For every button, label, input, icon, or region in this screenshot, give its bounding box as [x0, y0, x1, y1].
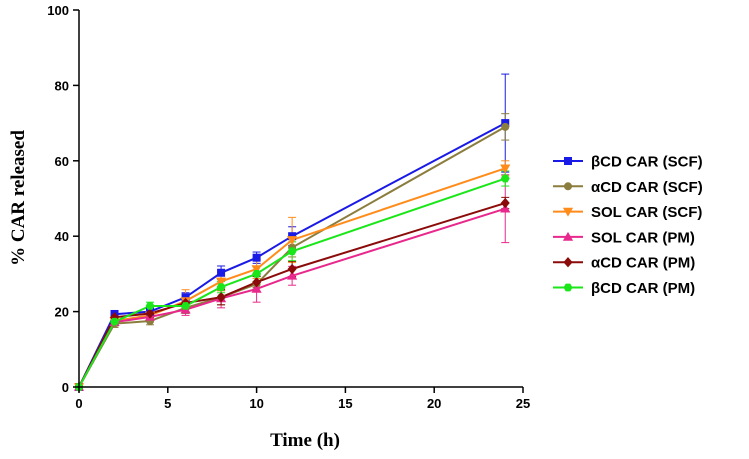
x-tick-label: 0 [75, 396, 82, 411]
data-point-sol-car-scf [215, 277, 227, 287]
y-tick-label: 80 [55, 78, 69, 93]
legend-label: βCD CAR (SCF) [591, 154, 703, 171]
series-line-cd-car-scf [78, 122, 506, 388]
x-tick-label: 20 [427, 396, 441, 411]
x-tick-label: 15 [338, 396, 352, 411]
data-point-cd-car-pm [181, 302, 191, 310]
data-point-cd-car-pm [145, 302, 155, 310]
series-line-cd-car-pm [78, 202, 506, 388]
x-tick-label: 25 [516, 396, 530, 411]
legend-item-cd-car-scf: βCD CAR (SCF) [553, 154, 703, 171]
data-point-sol-car-pm [251, 283, 262, 293]
legend-marker [563, 256, 573, 268]
error-bars [110, 73, 510, 328]
x-tick-label: 10 [249, 396, 263, 411]
legend: βCD CAR (SCF) αCD CAR (SCF) SOL CAR (SCF) S… [553, 154, 703, 297]
legend-item-sol-car-pm: SOL CAR (PM) [553, 229, 695, 246]
y-tick-label: 20 [55, 305, 69, 320]
data-point-sol-car-pm [500, 203, 511, 213]
x-ticks: 0 5 10 15 20 25 [75, 387, 530, 411]
series-lines [78, 122, 506, 388]
legend-label: αCD CAR (SCF) [591, 179, 703, 196]
legend-marker [564, 182, 573, 191]
legend-item-cd-car-pm: βCD CAR (PM) [553, 280, 695, 297]
y-tick-label: 40 [55, 229, 69, 244]
series-line-sol-car-pm [78, 207, 506, 388]
legend-item-sol-car-scf: SOL CAR (SCF) [553, 204, 702, 221]
data-point-cd-car-pm [216, 292, 226, 303]
plot-area [73, 73, 511, 393]
data-point-cd-car-pm [252, 276, 262, 288]
data-point-cd-car-pm [287, 247, 297, 256]
data-point-cd-car-pm [252, 270, 262, 278]
y-tick-label: 100 [47, 3, 69, 18]
data-point-sol-car-scf [500, 164, 511, 174]
y-ticks: 0 20 40 60 80 100 [47, 3, 79, 395]
series-line-cd-car-scf [78, 125, 506, 388]
data-point-cd-car-pm [216, 283, 226, 291]
y-axis-title: % CAR released [8, 130, 29, 266]
data-point-cd-car-pm [500, 197, 510, 209]
data-point-cd-car-pm [500, 174, 510, 183]
legend-marker [563, 283, 573, 292]
data-point-sol-car-scf [251, 265, 262, 274]
data-point-cd-car-scf [501, 122, 510, 131]
legend-label: SOL CAR (PM) [591, 229, 695, 246]
legend-label: αCD CAR (PM) [591, 255, 695, 272]
series-line-cd-car-pm [78, 177, 506, 388]
legend-marker [564, 156, 573, 165]
axes: 0 5 10 15 20 25 0 20 40 60 80 100 [47, 3, 530, 411]
y-tick-label: 60 [55, 154, 69, 169]
y-tick-label: 0 [62, 380, 69, 395]
legend-label: SOL CAR (SCF) [591, 204, 702, 221]
data-point-cd-car-pm [287, 263, 297, 275]
data-point-sol-car-pm [287, 270, 298, 280]
legend-item-cd-car-pm: αCD CAR (PM) [553, 255, 695, 272]
data-point-sol-car-scf [287, 236, 298, 245]
x-axis-title: Time (h) [270, 430, 340, 451]
legend-label: βCD CAR (PM) [591, 280, 695, 297]
x-tick-label: 5 [164, 396, 171, 411]
data-point-cd-car-scf [217, 268, 226, 277]
data-point-cd-car-pm [145, 308, 155, 319]
series-markers [73, 119, 511, 393]
data-point-cd-car-scf [252, 253, 261, 262]
data-point-cd-car-pm [110, 317, 119, 326]
legend-marker [562, 231, 574, 241]
legend-marker [562, 207, 574, 217]
legend-item-cd-car-scf: αCD CAR (SCF) [553, 179, 703, 196]
